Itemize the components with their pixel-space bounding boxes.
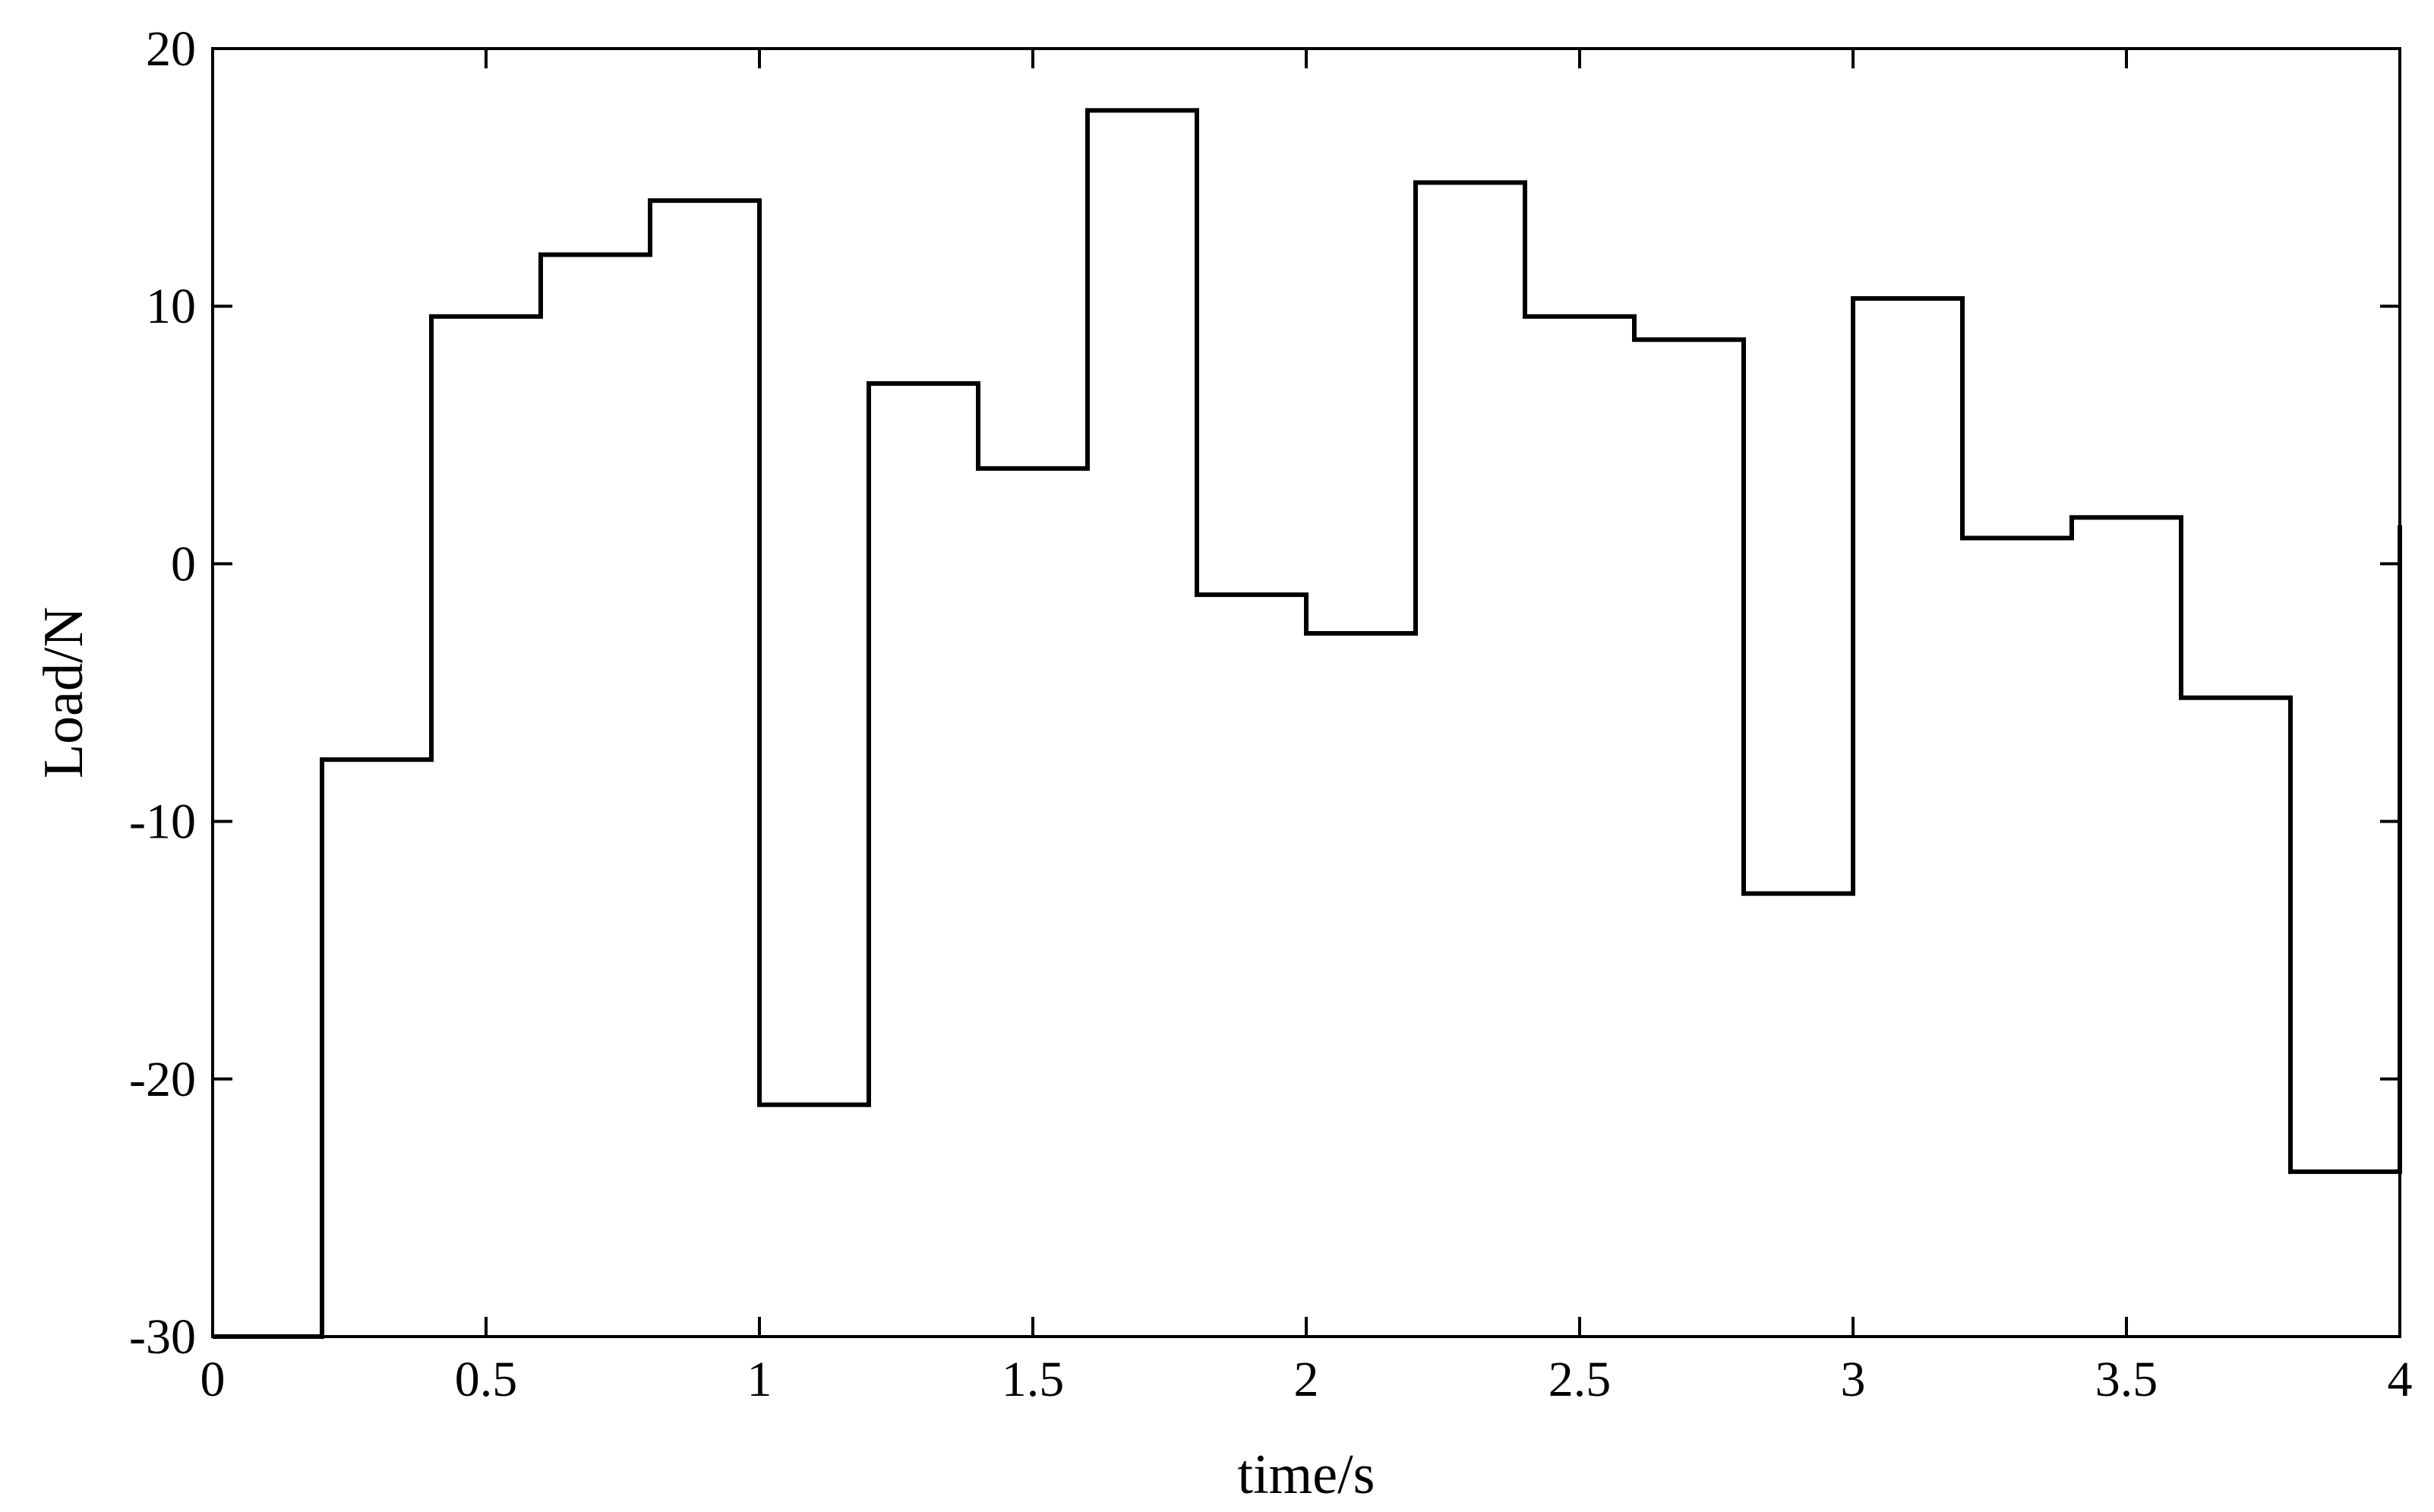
x-tick-label: 0: [200, 1352, 226, 1407]
y-tick-label: 10: [146, 279, 196, 334]
x-tick-label: 2: [1294, 1352, 1319, 1407]
y-tick-label: -20: [129, 1052, 196, 1107]
axes: 0 0.5 1 1.5 2 2.5 3 3.5 4 -30 -20 -10 0 10 20: [129, 21, 2412, 1407]
x-tick-label: 0.5: [455, 1352, 518, 1407]
plot-frame: [211, 47, 2401, 1338]
x-axis-title: time/s: [1238, 1444, 1375, 1506]
x-tick-label: 2.5: [1548, 1352, 1612, 1407]
plot-area: [213, 108, 2402, 1339]
x-tick-label: 3.5: [2095, 1352, 2158, 1407]
x-tick-label: 1.5: [1002, 1352, 1065, 1407]
x-tick-label: 4: [2388, 1352, 2413, 1407]
load-step-line: [213, 108, 2402, 1339]
x-tick-label: 1: [747, 1352, 772, 1407]
x-tick-label: 3: [1841, 1352, 1866, 1407]
y-axis-title: Load/N: [33, 607, 95, 778]
y-tick-label: 20: [146, 21, 196, 77]
y-tick-label: 0: [171, 536, 196, 592]
y-tick-label: -30: [129, 1309, 196, 1365]
y-tick-label: -10: [129, 794, 196, 850]
